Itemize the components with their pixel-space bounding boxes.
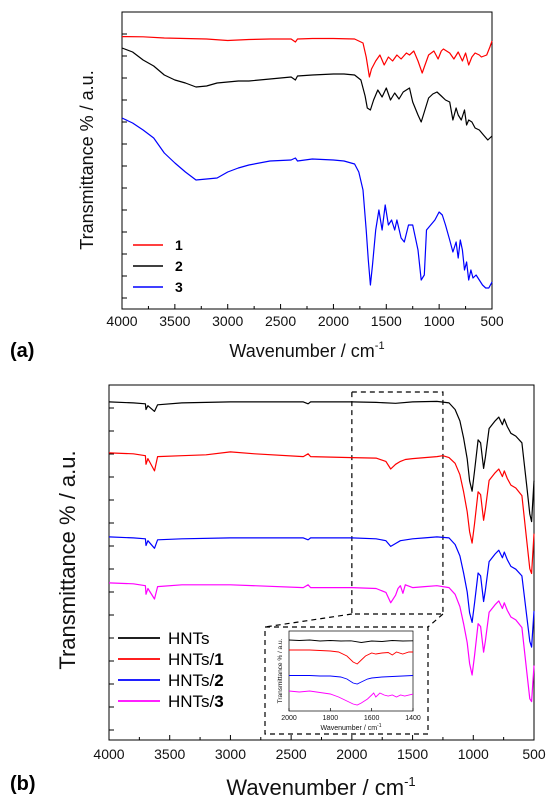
panel-b-legend-label: HNTs <box>168 629 210 648</box>
b-series-line-1 <box>108 400 535 523</box>
a-x-tick-label: 3000 <box>212 313 243 329</box>
panel-b-inset-chart: 2000 1800 1600 1400 Wavenumber / cm-1 Transmi… <box>264 613 444 735</box>
panel-b-chart: 4000 3500 3000 2500 2000 1500 1000 500 HNTs HNTs… <box>10 384 546 800</box>
panel-b-legend-name: HNTs <box>168 629 210 648</box>
b-x-tick-label: 500 <box>522 746 546 762</box>
inset-y-axis-label: Transmittance % / a.u. <box>277 638 284 703</box>
panel-b-legend-label: HNTs/1 <box>168 650 224 669</box>
inset-series-line-1 <box>288 639 414 643</box>
inset-x-axis-label-text: Wavenumber / cm <box>321 725 378 732</box>
panel-a-chart: 4000 3500 3000 2500 2000 1500 1000 500 1 2 3 Wave… <box>10 11 504 362</box>
panel-a-legend-label: 1 <box>175 237 183 253</box>
inset-series-line-2 <box>289 649 413 665</box>
inset-x-tick-label: 1400 <box>405 715 421 722</box>
b-series-line-2 <box>108 451 535 575</box>
panel-b-x-ticks: 4000 3500 3000 2500 2000 1500 1000 500 <box>93 735 546 762</box>
panel-b-legend-label: HNTs/3 <box>168 692 224 711</box>
a-series-line-1 <box>121 36 493 78</box>
panel-b-label: (b) <box>10 773 36 795</box>
b-x-tick-label: 3500 <box>154 746 185 762</box>
a-x-tick-label: 1000 <box>424 313 455 329</box>
panel-b-legend-label: HNTs/2 <box>168 671 224 690</box>
inset-series-line-3 <box>289 675 414 685</box>
inset-box <box>264 626 429 735</box>
panel-b-y-ticks <box>109 407 114 731</box>
panel-a-y-ticks <box>122 33 127 299</box>
inset-connector-left <box>264 613 352 628</box>
b-series-line-3 <box>108 536 535 648</box>
panel-b-legend-name: HNTs/ <box>168 650 215 669</box>
inset-x-axis-label: Wavenumber / cm-1 <box>321 723 382 732</box>
b-x-tick-label: 1500 <box>397 746 428 762</box>
panel-b-legend-compound: 2 <box>214 671 223 690</box>
panel-b-series-group <box>108 400 535 703</box>
panel-a-label: (a) <box>10 340 34 362</box>
b-series-line-4 <box>108 582 535 703</box>
a-x-tick-label: 1500 <box>371 313 402 329</box>
a-series-line-3 <box>121 117 493 289</box>
inset-plot-frame <box>288 630 414 712</box>
b-x-tick-label: 2500 <box>276 746 307 762</box>
inset-connector-right <box>427 613 444 628</box>
b-x-tick-label: 4000 <box>93 746 124 762</box>
a-series-line-2 <box>121 47 493 141</box>
panel-a-legend-label: 3 <box>175 279 183 295</box>
panel-b-highlight-box <box>351 391 444 615</box>
inset-x-tick-label: 2000 <box>281 715 297 722</box>
inset-series-line-4 <box>288 690 414 706</box>
a-x-tick-label: 2000 <box>318 313 349 329</box>
panel-a-legend-label: 2 <box>175 258 183 274</box>
panel-b-x-axis-label: Wavenumber / cm-1 <box>226 774 415 800</box>
a-x-tick-label: 4000 <box>106 313 137 329</box>
panel-b-legend-name: HNTs/ <box>168 671 215 690</box>
panel-b-legend-compound: 1 <box>214 650 223 669</box>
panel-a-y-axis-label: Transmittance % / a.u. <box>77 70 97 249</box>
panel-a-legend: 1 2 3 <box>133 237 183 295</box>
panel-a-series-group <box>121 36 493 289</box>
panel-a-x-axis-label: Wavenumber / cm-1 <box>229 340 384 361</box>
b-x-tick-label: 2000 <box>336 746 367 762</box>
inset-x-tick-label: 1600 <box>364 715 380 722</box>
panel-b-y-axis-label: Transmittance % / a.u. <box>55 450 80 669</box>
b-x-tick-label: 1000 <box>458 746 489 762</box>
b-x-tick-label: 3000 <box>215 746 246 762</box>
a-x-tick-label: 500 <box>480 313 504 329</box>
panel-a-x-ticks: 4000 3500 3000 2500 2000 1500 1000 500 <box>106 304 504 329</box>
inset-x-tick-label: 1800 <box>323 715 339 722</box>
inset-x-axis-label-sup: -1 <box>377 723 382 729</box>
panel-b-legend-name: HNTs/ <box>168 692 215 711</box>
a-x-tick-label: 2500 <box>265 313 296 329</box>
a-x-tick-label: 3500 <box>159 313 190 329</box>
panel-b-legend-compound: 3 <box>214 692 223 711</box>
